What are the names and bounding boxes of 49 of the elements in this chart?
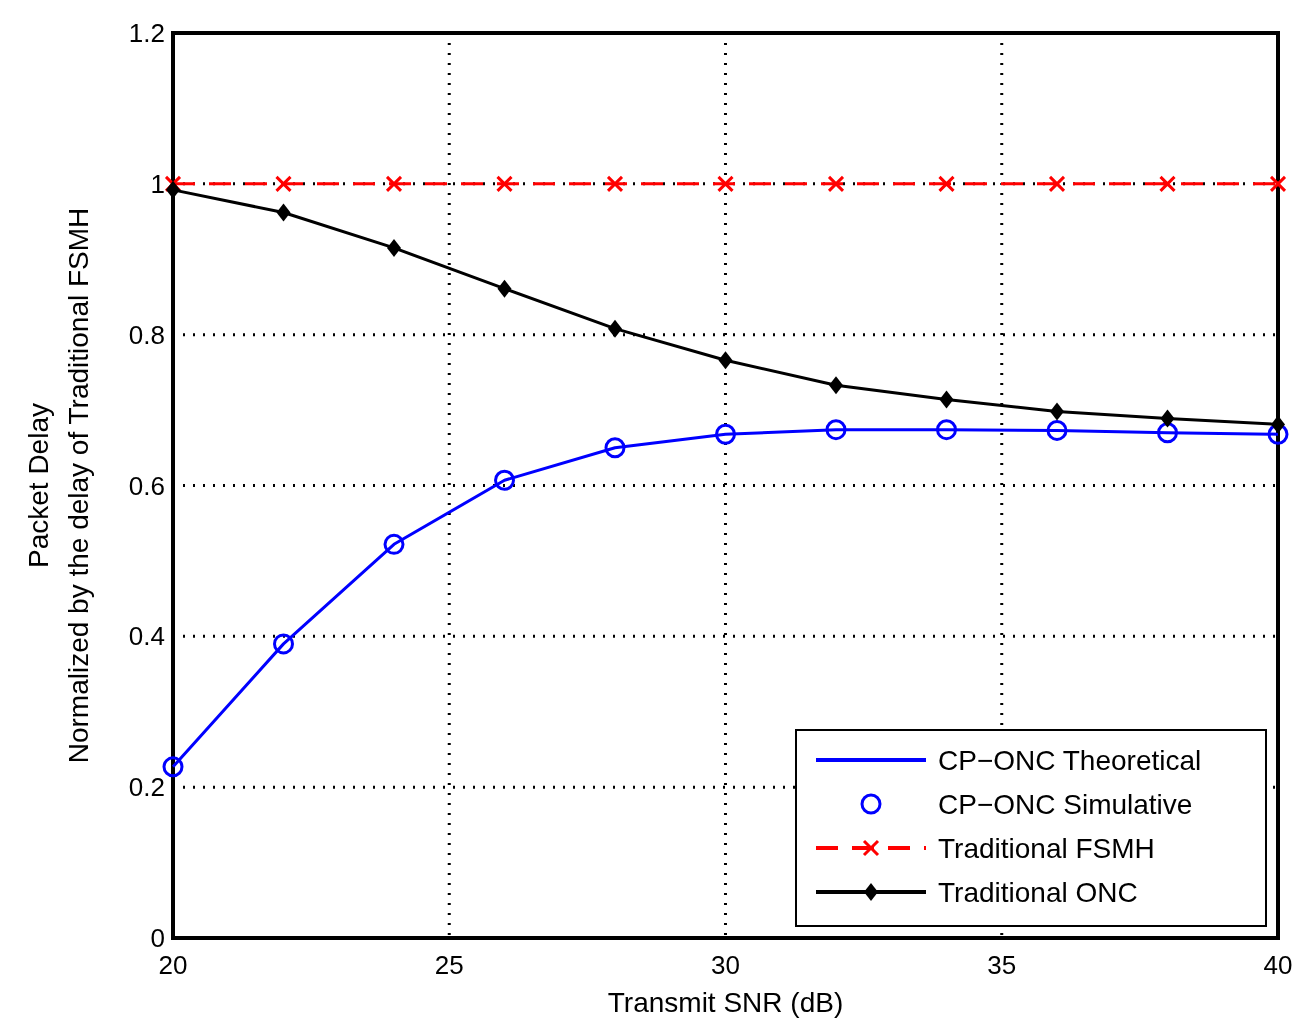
y-tick-label: 0.4 bbox=[128, 621, 165, 652]
x-tick-label: 30 bbox=[711, 950, 740, 980]
point bbox=[496, 175, 513, 193]
point bbox=[494, 469, 515, 491]
point bbox=[387, 238, 401, 257]
point bbox=[825, 419, 847, 441]
point bbox=[1159, 175, 1176, 193]
y-tick-label: 1.2 bbox=[128, 18, 165, 48]
point bbox=[1269, 175, 1287, 193]
x-tick-label: 20 bbox=[158, 950, 188, 980]
point bbox=[385, 175, 403, 193]
point bbox=[497, 279, 512, 298]
point bbox=[1160, 409, 1175, 428]
point bbox=[604, 437, 626, 459]
legend-label: Traditional FSMH bbox=[938, 833, 1155, 864]
point bbox=[608, 319, 622, 338]
point bbox=[164, 175, 182, 193]
point bbox=[829, 376, 843, 395]
y-axis-title: Packet Delay Normalized by the delay of Traditional FSMH bbox=[23, 207, 94, 764]
point bbox=[273, 633, 294, 655]
point bbox=[1046, 419, 1068, 441]
x-tick-label: 35 bbox=[987, 950, 1017, 980]
point bbox=[939, 390, 954, 409]
point bbox=[162, 756, 184, 778]
point bbox=[717, 175, 734, 193]
legend-label: CP−ONC Theoretical bbox=[938, 745, 1202, 776]
point bbox=[1048, 175, 1066, 193]
point bbox=[1157, 422, 1178, 444]
point bbox=[606, 175, 624, 193]
y-tick-label: 0 bbox=[150, 923, 165, 953]
legend-label: Traditional ONC bbox=[938, 877, 1138, 908]
y-tick-label: 0.8 bbox=[128, 319, 165, 350]
point bbox=[718, 351, 733, 370]
point bbox=[827, 175, 845, 193]
point bbox=[383, 533, 405, 555]
point bbox=[1267, 423, 1289, 445]
y-tick-label: 0.2 bbox=[128, 772, 165, 803]
point bbox=[936, 419, 957, 441]
point bbox=[1050, 402, 1064, 421]
point bbox=[715, 423, 736, 445]
x-tick-label: 25 bbox=[434, 950, 464, 980]
point bbox=[276, 203, 291, 222]
y-tick-label: 1 bbox=[150, 168, 165, 199]
legend-label: CP−ONC Simulative bbox=[938, 789, 1193, 820]
y-tick-label: 0.6 bbox=[128, 470, 165, 501]
x-axis-title: Transmit SNR (dB) bbox=[607, 987, 844, 1018]
point bbox=[938, 175, 955, 193]
point bbox=[275, 175, 292, 193]
x-tick-label: 40 bbox=[1263, 950, 1293, 980]
